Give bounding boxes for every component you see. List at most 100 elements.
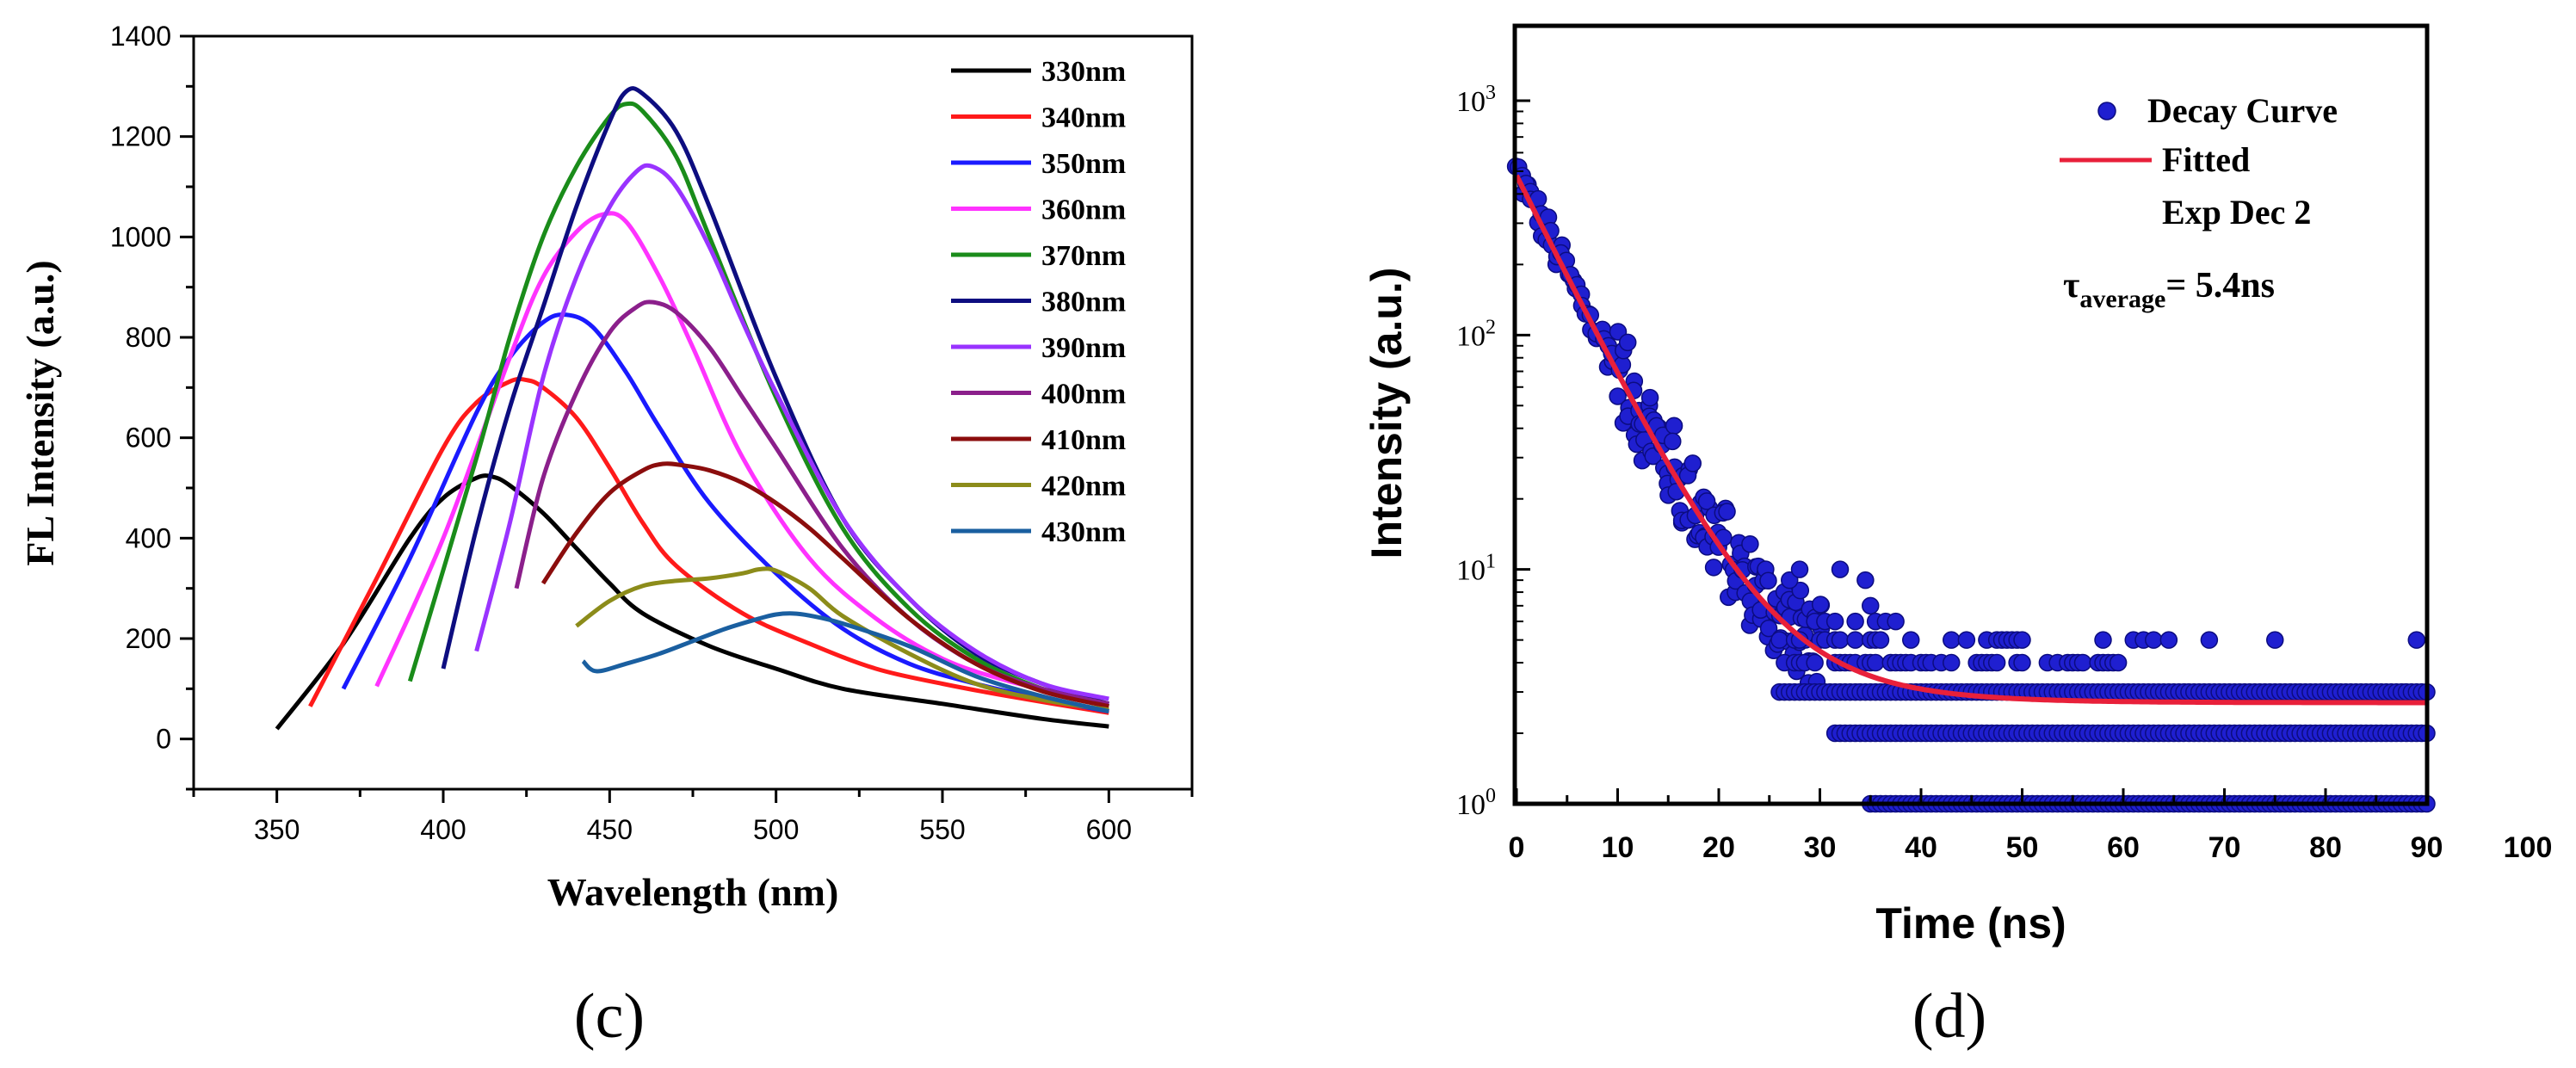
- x-tick-label: 100: [2504, 831, 2553, 864]
- decay-point: [1790, 560, 1809, 578]
- legend-label-decay: Decay Curve: [2147, 91, 2338, 130]
- series-line-370nm: [407, 101, 1109, 709]
- decay-point: [2200, 631, 2219, 649]
- y-tick-label: 600: [126, 423, 171, 454]
- decay-point: [1770, 631, 1788, 649]
- decay-point: [1759, 619, 1778, 638]
- panel-c: 350 400 450 500 550 600 0 200 400 600 800 1000 1200 1…: [18, 21, 1194, 1052]
- decay-point: [1704, 559, 1723, 577]
- decay-point: [2159, 631, 2178, 649]
- legend-label: 420nm: [1041, 471, 1126, 503]
- series-line-390nm: [474, 163, 1109, 701]
- panel-c-label: (c): [574, 981, 645, 1052]
- tau-average-annotation: τaverage= 5.4ns: [2063, 266, 2275, 313]
- decay-point: [2073, 653, 2092, 672]
- decay-point: [1664, 432, 1682, 451]
- y-tick-label: 800: [126, 322, 171, 353]
- decay-point: [1781, 571, 1799, 590]
- decay-point: [1718, 503, 1736, 521]
- x-tick-label: 10: [1602, 831, 1634, 864]
- x-tick-label: 60: [2107, 831, 2140, 864]
- x-tick-label: 70: [2208, 831, 2241, 864]
- decay-point: [1640, 388, 1659, 407]
- x-tick-label: 50: [2006, 831, 2039, 864]
- decay-point: [1866, 653, 1885, 672]
- panel-d-label: (d): [1912, 981, 1986, 1052]
- panel-d-fit-curve: [1514, 174, 2427, 706]
- decay-point: [1791, 581, 1810, 600]
- decay-point: [1741, 534, 1759, 553]
- x-tick-label: 450: [587, 814, 633, 845]
- decay-point: [1825, 612, 1844, 631]
- decay-point: [2145, 631, 2163, 649]
- legend-label: 400nm: [1041, 379, 1126, 411]
- legend-label: 430nm: [1041, 516, 1126, 548]
- x-tick-label: 400: [420, 814, 466, 845]
- panel-c-legend: 330nm 340nm 350nm 360nm 370nm 380nm 390nm 400nm…: [951, 56, 1126, 548]
- panel-c-x-axis-label: Wavelength (nm): [547, 870, 839, 914]
- decay-point: [1943, 631, 1961, 649]
- x-tick-label: 40: [1905, 831, 1937, 864]
- x-tick-label: 30: [1804, 831, 1837, 864]
- series-line-350nm: [341, 312, 1109, 714]
- decay-point: [1943, 653, 1961, 672]
- legend-label: 380nm: [1041, 287, 1126, 318]
- legend-label: 410nm: [1041, 424, 1126, 456]
- decay-point: [2266, 631, 2284, 649]
- legend-label-model: Exp Dec 2: [2162, 193, 2311, 232]
- panel-d-y-axis-label: Intensity (a.u.): [1362, 268, 1411, 559]
- series-line-420nm: [575, 566, 1109, 713]
- panel-c-series: [275, 86, 1110, 731]
- y-tick-label: 1200: [110, 121, 171, 152]
- y-tick-label: 1000: [110, 221, 171, 252]
- x-tick-label: 0: [1509, 831, 1525, 864]
- panel-c-ticks: 350 400 450 500 550 600 0 200 400 600 800 1000 1200 1…: [110, 21, 1194, 845]
- panel-d-ticks: 0 10 20 30 40 50 60 70 80 90 100 100 101 102 103: [1456, 82, 2552, 864]
- decay-point: [1811, 596, 1830, 614]
- decay-point: [1957, 631, 1976, 649]
- x-tick-label: 90: [2411, 831, 2443, 864]
- legend-marker-decay: [2097, 102, 2116, 120]
- y-tick-label: 1400: [110, 21, 171, 52]
- x-tick-label: 350: [254, 814, 300, 845]
- decay-point: [1831, 560, 1850, 578]
- series-line-410nm: [541, 461, 1109, 709]
- decay-point: [2094, 631, 2112, 649]
- y-tick-label: 101: [1456, 551, 1496, 587]
- x-tick-label: 20: [1702, 831, 1735, 864]
- decay-point: [2013, 631, 2031, 649]
- x-tick-label: 600: [1086, 814, 1132, 845]
- legend-label: 370nm: [1041, 240, 1126, 272]
- decay-point: [1862, 596, 1880, 615]
- decay-point: [1831, 631, 1850, 649]
- y-tick-label: 103: [1456, 82, 1496, 118]
- decay-point: [2013, 653, 2031, 672]
- legend-label: 360nm: [1041, 194, 1126, 226]
- legend-label: 330nm: [1041, 56, 1126, 88]
- decay-point: [2109, 653, 2128, 672]
- decay-point: [1697, 492, 1716, 510]
- panel-d-decay-points: [1506, 157, 2436, 813]
- panel-d-x-axis-label: Time (ns): [1875, 899, 2066, 948]
- decay-point: [1902, 631, 1920, 649]
- y-tick-label: 100: [1456, 785, 1496, 821]
- y-tick-label: 102: [1456, 316, 1496, 352]
- y-tick-label: 0: [156, 724, 171, 755]
- decay-point: [1846, 612, 1864, 631]
- decay-point: [1665, 417, 1683, 435]
- x-tick-label: 550: [919, 814, 965, 845]
- y-tick-label: 200: [126, 623, 171, 654]
- decay-point: [1987, 653, 2006, 672]
- decay-point: [1683, 454, 1702, 472]
- decay-point: [2407, 631, 2425, 649]
- panel-c-y-axis-label: FL Intensity (a.u.): [18, 260, 62, 565]
- panel-d: 0 10 20 30 40 50 60 70 80 90 100 100 101 102 103 Decay…: [1362, 23, 2552, 1052]
- decay-point: [1759, 571, 1777, 590]
- decay-point: [1856, 571, 1875, 590]
- series-line-340nm: [308, 376, 1109, 715]
- legend-label: 340nm: [1041, 102, 1126, 134]
- series-line-430nm: [581, 611, 1109, 714]
- decay-point: [1609, 387, 1627, 405]
- legend-label-fit: Fitted: [2162, 140, 2250, 179]
